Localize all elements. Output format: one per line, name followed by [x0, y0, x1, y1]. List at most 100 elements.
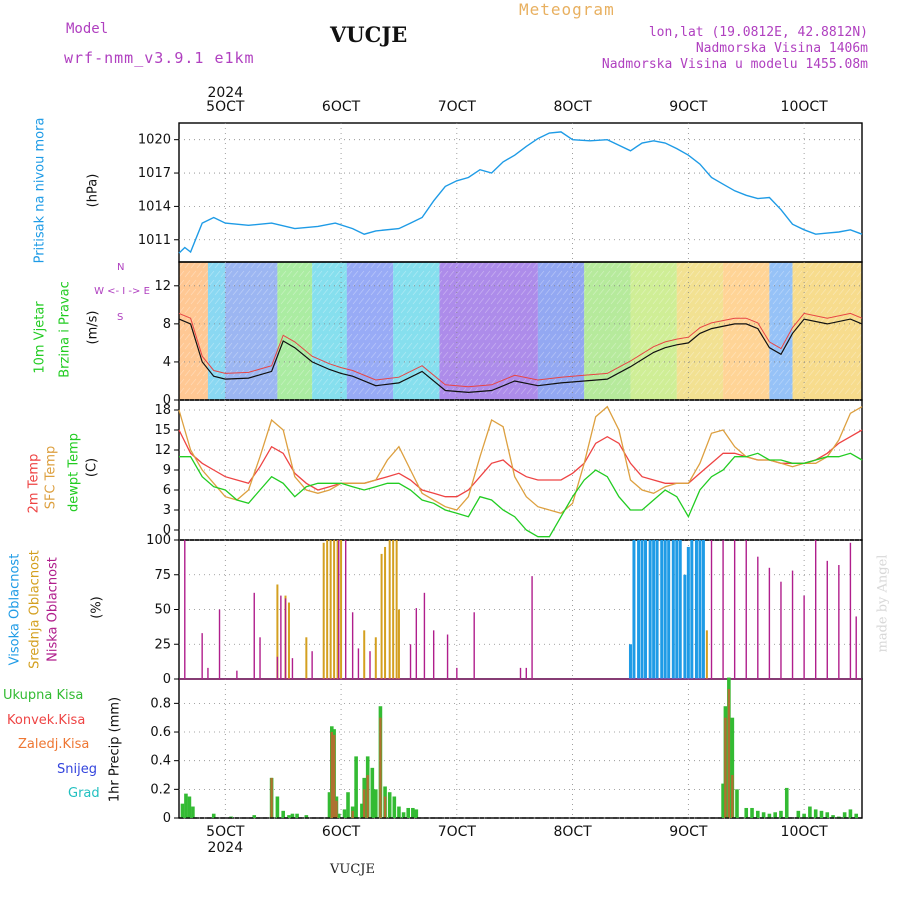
- total-precip-bar-37: [721, 783, 725, 818]
- high-cloud-bar-6: [652, 540, 656, 679]
- y-tick-0-1: 1014: [138, 199, 171, 214]
- y-tick-0-2: 1017: [138, 166, 171, 181]
- total-precip-bar-56: [831, 815, 835, 818]
- y-tick-4-4: 0.8: [150, 696, 171, 711]
- wind-barb-field-10: [630, 262, 677, 400]
- mid-cloud-bar-11: [374, 637, 377, 679]
- y-tick-2-1: 3: [163, 503, 171, 518]
- total-precip-bar-12: [295, 813, 299, 818]
- wind-barb-hatching: [178, 261, 863, 395]
- precip-legend-frozen: Zaledj.Kisa: [18, 737, 90, 752]
- low-cloud-bar-38: [838, 565, 840, 679]
- x-tick-top-4: 9OCT: [669, 99, 708, 115]
- total-precip-bar-53: [813, 809, 818, 818]
- total-precip-bar-2: [187, 796, 192, 818]
- high-cloud-bar-10: [667, 540, 671, 679]
- low-cloud-bar-28: [722, 540, 724, 679]
- conv-precip-bar-7: [379, 717, 382, 818]
- total-precip-bar-20: [346, 792, 350, 818]
- high-cloud-bar-15: [686, 546, 690, 679]
- station-title: VUCJE: [330, 22, 408, 47]
- x-tick-top-0: 5OCT: [206, 99, 245, 115]
- total-precip-bar-18: [336, 813, 341, 818]
- y-tick-1-2: 8: [163, 317, 171, 332]
- conv-precip-bar-4: [351, 810, 354, 818]
- low-cloud-bar-24: [519, 667, 522, 679]
- mid-cloud-bar-6: [329, 540, 332, 679]
- low-cloud-bar-30: [745, 540, 747, 679]
- precip-legend-snow: Snijeg: [57, 762, 97, 777]
- total-precip-bar-32: [397, 806, 401, 818]
- y-tick-3-0: 0: [163, 672, 171, 687]
- mid-cloud-bar-18: [705, 630, 708, 679]
- total-precip-bar-30: [387, 792, 392, 818]
- y-tick-3-3: 75: [154, 568, 171, 583]
- high-cloud-bar-2: [637, 540, 641, 679]
- high-cloud-bar-11: [671, 540, 675, 679]
- model-label: Model: [66, 21, 109, 37]
- mid-cloud-bar-0: [276, 584, 279, 679]
- high-cloud-bar-5: [648, 540, 652, 679]
- total-precip-bar-22: [354, 756, 358, 818]
- model-name: wrf-nmm_v3.9.1 e1km: [64, 49, 255, 67]
- low-cloud-bar-6: [259, 637, 261, 679]
- low-cloud-bar-9: [284, 598, 287, 679]
- total-precip-bar-19: [342, 809, 347, 818]
- wind-gust-line: [178, 312, 863, 388]
- temp-dewpt-line: [179, 452, 863, 538]
- high-cloud-bar-4: [644, 540, 648, 679]
- wind-barb-field-3: [277, 262, 313, 400]
- x-tick-bottom-3: 8OCT: [553, 824, 592, 840]
- total-precip-bar-45: [761, 812, 766, 818]
- high-cloud-bar-14: [683, 574, 687, 679]
- y-tick-4-0: 0: [163, 811, 171, 826]
- low-cloud-bar-15: [357, 648, 360, 679]
- low-cloud-bar-22: [456, 667, 458, 679]
- panel-frame-0: [178, 122, 863, 263]
- conv-precip-bar-10: [727, 689, 731, 818]
- total-precip-bar-4: [211, 813, 216, 818]
- product-title: Meteogram: [519, 0, 615, 19]
- total-precip-bar-50: [796, 810, 801, 818]
- mid-cloud-bar-5: [326, 540, 329, 679]
- wind-barb-field-13: [769, 262, 793, 400]
- y-tick-2-6: 18: [154, 403, 171, 418]
- low-cloud-bar-34: [791, 570, 794, 679]
- high-cloud-bar-18: [698, 540, 702, 679]
- model-elevation-text: Nadmorska Visina u modelu 1455.08m: [601, 57, 868, 72]
- compass-rose: W <- I -> E: [94, 286, 150, 297]
- total-precip-bar-13: [304, 815, 309, 818]
- low-cloud-bar-19: [423, 592, 426, 679]
- low-cloud-bar-37: [826, 560, 828, 679]
- low-cloud-bar-27: [710, 540, 713, 679]
- x-tick-bottom-0: 5OCT: [206, 824, 245, 840]
- panel-frame-4: [178, 678, 863, 819]
- high-cloud-bar-12: [675, 540, 679, 679]
- y-tick-3-2: 50: [154, 603, 171, 618]
- mid-cloud-bar-12: [380, 553, 383, 679]
- pressure-line: [178, 131, 863, 254]
- conv-precip-bar-8: [383, 796, 387, 818]
- low-cloud-bar-18: [415, 608, 418, 679]
- mid-cloud-bar-16: [395, 540, 398, 679]
- precip-legend-conv: Konvek.Kisa: [7, 713, 86, 728]
- total-precip-bar-43: [750, 807, 754, 818]
- total-precip-bar-35: [411, 807, 415, 818]
- total-precip-bar-31: [392, 796, 397, 818]
- x-tick-top-1: 6OCT: [322, 99, 361, 115]
- total-precip-bar-23: [360, 803, 364, 818]
- total-precip-bar-33: [401, 812, 406, 818]
- wind-barb-field-11: [676, 262, 724, 400]
- total-precip-bar-11: [290, 813, 295, 818]
- high-cloud-bar-0: [628, 644, 632, 679]
- total-precip-bar-44: [756, 810, 760, 818]
- high-cloud-bar-13: [678, 540, 682, 679]
- compass-s: S: [117, 312, 124, 323]
- elevation-text: Nadmorska Visina 1406m: [695, 41, 868, 56]
- total-precip-bar-51: [802, 813, 806, 818]
- low-cloud-bar-4: [236, 670, 238, 679]
- x-tick-bottom-1: 6OCT: [322, 824, 361, 840]
- total-precip-bar-48: [779, 810, 783, 818]
- y-tick-2-3: 9: [163, 463, 171, 478]
